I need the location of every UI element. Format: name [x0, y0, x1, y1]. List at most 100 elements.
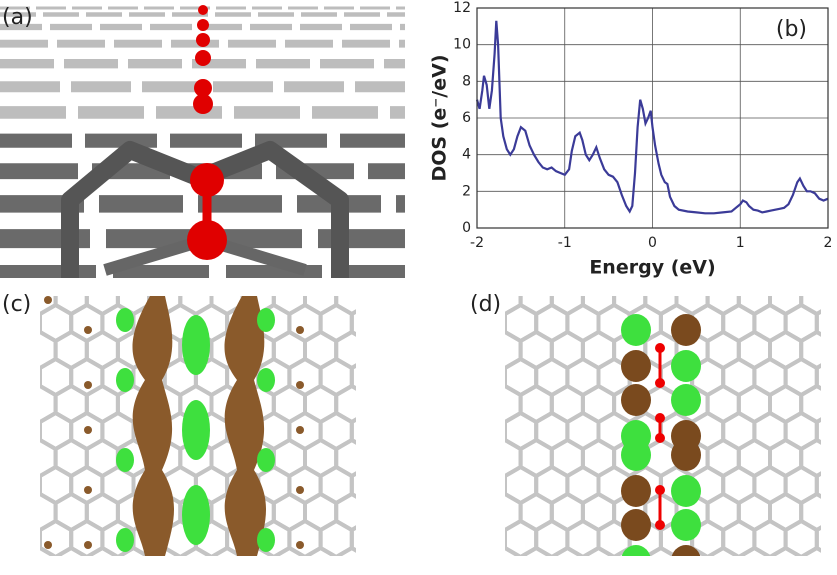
lattice-hex	[383, 359, 414, 395]
charge-dot	[44, 541, 52, 549]
lattice-hex	[0, 386, 24, 422]
lattice-hex	[505, 419, 507, 443]
lobe	[621, 475, 651, 507]
charge-accumulation	[116, 528, 134, 552]
y-tick-label: 2	[462, 183, 471, 199]
lattice-hex	[832, 440, 837, 476]
lattice-hex	[536, 251, 567, 287]
panel-label: (a)	[2, 5, 33, 30]
charge-dot	[296, 486, 304, 494]
charge-accumulation	[116, 368, 134, 392]
charge-accumulation	[182, 315, 210, 375]
lattice-hex	[0, 332, 24, 368]
lattice-hex	[832, 494, 837, 530]
lobe	[671, 350, 701, 382]
panel-label: (d)	[470, 292, 501, 317]
lattice-hex	[349, 309, 356, 337]
lobe	[621, 314, 651, 346]
charge-dot	[296, 541, 304, 549]
lobe	[621, 509, 651, 541]
panel-label: (c)	[2, 292, 31, 317]
y-tick-label: 6	[462, 110, 471, 126]
lattice-hex	[40, 419, 42, 443]
charge-accumulation	[257, 368, 275, 392]
x-tick-label: 1	[736, 235, 745, 251]
lattice-hex	[505, 365, 507, 389]
charge-dot	[84, 326, 92, 334]
y-tick-label: 12	[453, 0, 471, 16]
charge-dot	[84, 486, 92, 494]
charge-dot	[44, 296, 52, 304]
lobe	[671, 509, 701, 541]
lattice-hex	[505, 251, 536, 287]
charge-dot	[84, 381, 92, 389]
plot-frame	[476, 7, 829, 229]
lattice-hex	[814, 525, 821, 553]
lattice-hex	[832, 332, 837, 368]
panel-a-render	[0, 0, 405, 278]
lattice-hex	[349, 471, 356, 499]
lattice-hex	[474, 251, 505, 287]
lobe	[621, 545, 651, 556]
lobe	[671, 384, 701, 416]
charge-accumulation	[257, 308, 275, 332]
lattice-hex	[505, 527, 507, 551]
y-tick-label: 4	[462, 147, 471, 163]
lobe	[621, 439, 651, 471]
lattice-hex	[349, 525, 356, 553]
lattice-hex	[349, 417, 356, 445]
lattice-hex	[458, 386, 489, 422]
x-axis-label: Energy (eV)	[589, 257, 715, 279]
lattice-hex	[814, 363, 821, 391]
x-tick-label: 2	[824, 235, 833, 251]
charge-accumulation	[182, 400, 210, 460]
o-atom	[196, 33, 210, 47]
lobe	[671, 475, 701, 507]
lattice-hex	[367, 386, 398, 422]
lattice-hex	[0, 494, 24, 530]
charge-dot	[296, 426, 304, 434]
lattice-hex	[786, 251, 817, 287]
y-tick-label: 0	[462, 220, 471, 236]
lattice-hex	[814, 417, 821, 445]
lobe	[671, 545, 701, 556]
charge-accumulation	[116, 308, 134, 332]
charge-dot	[296, 326, 304, 334]
lattice-hex	[367, 548, 398, 575]
charge-dot	[84, 426, 92, 434]
panel-c-render	[0, 278, 414, 575]
o-atom	[655, 520, 665, 530]
lattice-hex	[367, 332, 398, 368]
lattice-hex	[367, 494, 398, 530]
lattice-hex	[817, 251, 837, 287]
lobe	[671, 314, 701, 346]
lattice-hex	[458, 548, 489, 575]
lattice-hex	[754, 251, 785, 287]
charge-accumulation	[182, 485, 210, 545]
x-tick-label: -1	[558, 235, 572, 251]
lattice-hex	[367, 278, 398, 314]
x-tick-label: 0	[648, 235, 657, 251]
o-atom	[198, 5, 208, 15]
lattice-hex	[40, 527, 42, 551]
o-atom	[197, 19, 209, 31]
o-atom	[194, 79, 212, 97]
lattice-hex	[832, 548, 837, 575]
lobe	[671, 439, 701, 471]
lattice-hex	[383, 305, 414, 341]
lattice-hex	[723, 251, 754, 287]
o-atom	[655, 433, 665, 443]
o-atom	[655, 413, 665, 423]
lattice-hex	[349, 363, 356, 391]
lattice-hex	[383, 467, 414, 503]
lattice-hex	[458, 494, 489, 530]
lattice-hex	[832, 386, 837, 422]
charge-dot	[84, 541, 92, 549]
charge-dot	[296, 381, 304, 389]
panel-d-render	[458, 251, 837, 575]
o-atom	[655, 343, 665, 353]
o-atom	[655, 485, 665, 495]
charge-accumulation	[257, 528, 275, 552]
